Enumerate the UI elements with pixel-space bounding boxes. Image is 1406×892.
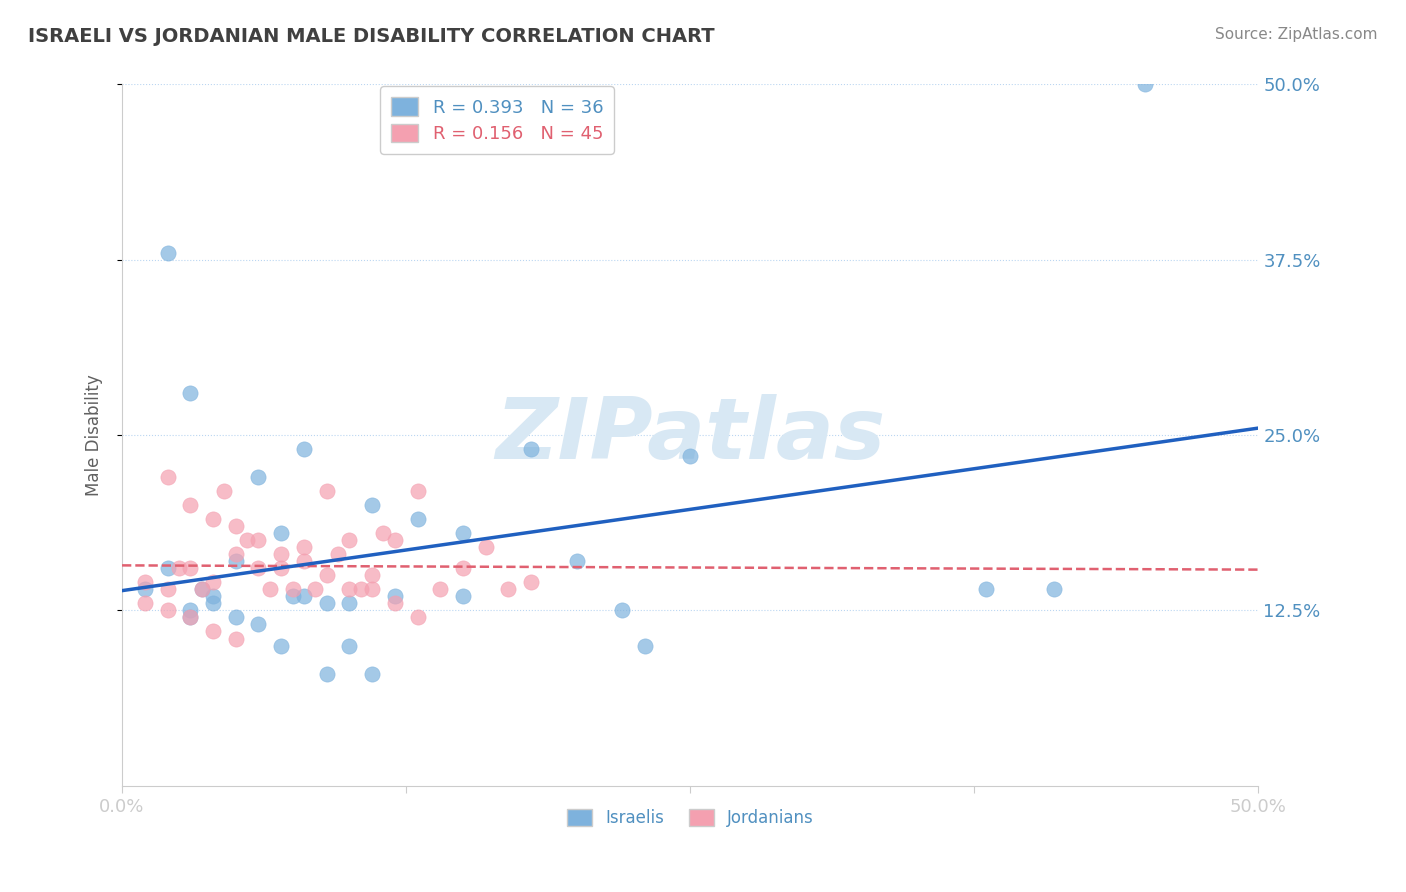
Point: [179, 603, 201, 617]
Point: [179, 498, 201, 512]
Point: [350, 582, 373, 597]
Point: [190, 582, 212, 597]
Point: [326, 547, 349, 561]
Point: [225, 632, 247, 646]
Point: [156, 582, 179, 597]
Point: [156, 603, 179, 617]
Point: [292, 541, 315, 555]
Point: [304, 582, 326, 597]
Point: [292, 554, 315, 568]
Point: [247, 470, 270, 484]
Point: [134, 596, 156, 610]
Point: [292, 590, 315, 604]
Point: [201, 575, 224, 590]
Point: [974, 582, 997, 597]
Point: [292, 442, 315, 457]
Point: [1133, 78, 1156, 92]
Text: ZIPatlas: ZIPatlas: [495, 393, 886, 476]
Point: [201, 512, 224, 526]
Point: [451, 590, 474, 604]
Point: [167, 561, 190, 575]
Point: [1043, 582, 1066, 597]
Point: [406, 610, 429, 624]
Point: [679, 449, 702, 463]
Point: [156, 470, 179, 484]
Point: [384, 596, 406, 610]
Point: [281, 590, 304, 604]
Point: [337, 639, 360, 653]
Point: [315, 596, 337, 610]
Point: [315, 666, 337, 681]
Point: [225, 547, 247, 561]
Point: [315, 568, 337, 582]
Point: [201, 596, 224, 610]
Point: [281, 582, 304, 597]
Point: [190, 582, 212, 597]
Point: [156, 245, 179, 260]
Point: [214, 484, 236, 499]
Point: [610, 603, 633, 617]
Point: [474, 541, 496, 555]
Point: [361, 666, 384, 681]
Point: [451, 526, 474, 541]
Point: [384, 533, 406, 548]
Point: [179, 386, 201, 401]
Point: [406, 484, 429, 499]
Point: [520, 575, 543, 590]
Point: [134, 582, 156, 597]
Point: [201, 624, 224, 639]
Point: [134, 575, 156, 590]
Point: [179, 561, 201, 575]
Point: [236, 533, 259, 548]
Point: [429, 582, 451, 597]
Point: [384, 590, 406, 604]
Point: [270, 526, 292, 541]
Point: [337, 596, 360, 610]
Text: ISRAELI VS JORDANIAN MALE DISABILITY CORRELATION CHART: ISRAELI VS JORDANIAN MALE DISABILITY COR…: [28, 27, 714, 45]
Point: [179, 610, 201, 624]
Legend: Israelis, Jordanians: Israelis, Jordanians: [560, 802, 821, 833]
Point: [259, 582, 281, 597]
Point: [315, 484, 337, 499]
Point: [247, 617, 270, 632]
Point: [270, 547, 292, 561]
Y-axis label: Male Disability: Male Disability: [86, 375, 103, 496]
Point: [156, 561, 179, 575]
Point: [179, 610, 201, 624]
Point: [361, 582, 384, 597]
Point: [565, 554, 588, 568]
Point: [373, 526, 395, 541]
Point: [634, 639, 657, 653]
Point: [270, 639, 292, 653]
Point: [361, 498, 384, 512]
Point: [247, 533, 270, 548]
Point: [337, 533, 360, 548]
Text: Source: ZipAtlas.com: Source: ZipAtlas.com: [1215, 27, 1378, 42]
Point: [225, 554, 247, 568]
Point: [337, 582, 360, 597]
Point: [520, 442, 543, 457]
Point: [201, 590, 224, 604]
Point: [270, 561, 292, 575]
Point: [498, 582, 520, 597]
Point: [451, 561, 474, 575]
Point: [361, 568, 384, 582]
Point: [225, 519, 247, 533]
Point: [247, 561, 270, 575]
Point: [225, 610, 247, 624]
Point: [406, 512, 429, 526]
